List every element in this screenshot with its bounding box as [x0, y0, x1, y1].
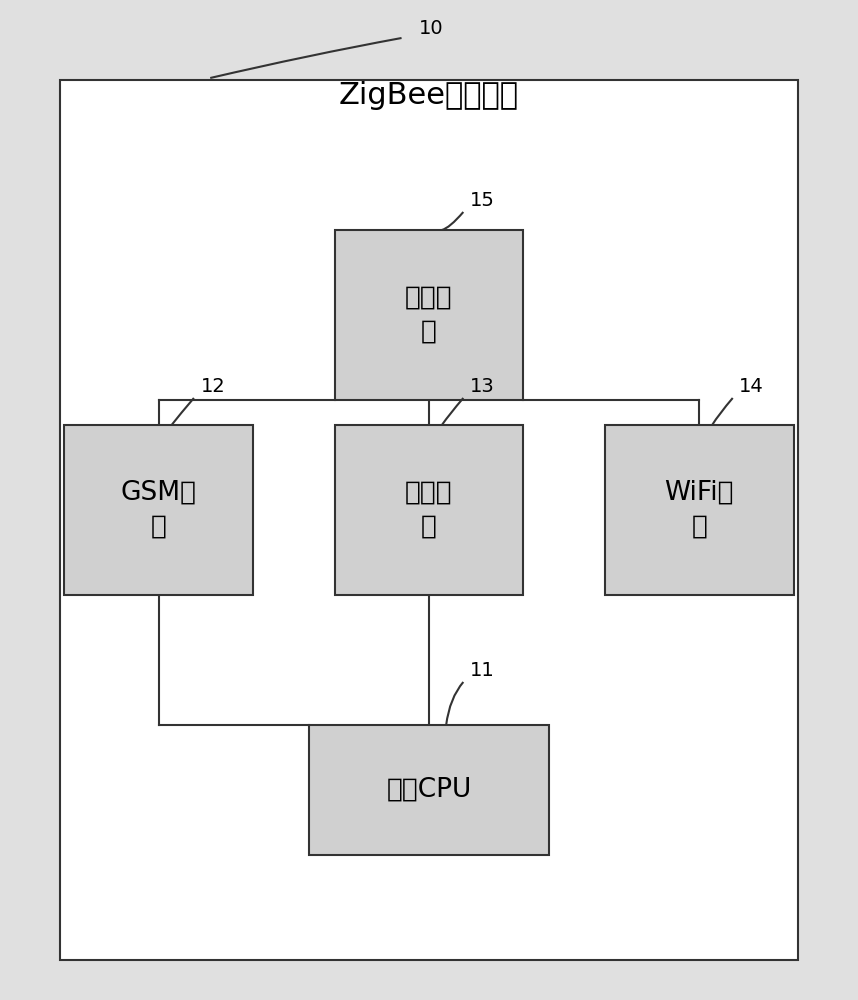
Bar	[309, 725, 549, 855]
Text: WiFi模
块: WiFi模 块	[664, 480, 734, 540]
Text: ZigBee控制主机: ZigBee控制主机	[339, 81, 519, 109]
Text: 14: 14	[740, 376, 764, 395]
Text: 11: 11	[470, 660, 494, 680]
Text: 供电模
块: 供电模 块	[405, 285, 453, 345]
Bar	[335, 425, 523, 595]
Bar	[60, 80, 798, 960]
Text: GSM模
块: GSM模 块	[121, 480, 196, 540]
Text: 13: 13	[470, 376, 494, 395]
Text: 10: 10	[419, 18, 443, 37]
Text: 主控CPU: 主控CPU	[386, 777, 472, 803]
Bar	[64, 425, 253, 595]
Text: 射频模
块: 射频模 块	[405, 480, 453, 540]
Text: 12: 12	[201, 376, 225, 395]
Bar	[605, 425, 794, 595]
Bar	[335, 230, 523, 400]
Text: 15: 15	[470, 190, 494, 210]
